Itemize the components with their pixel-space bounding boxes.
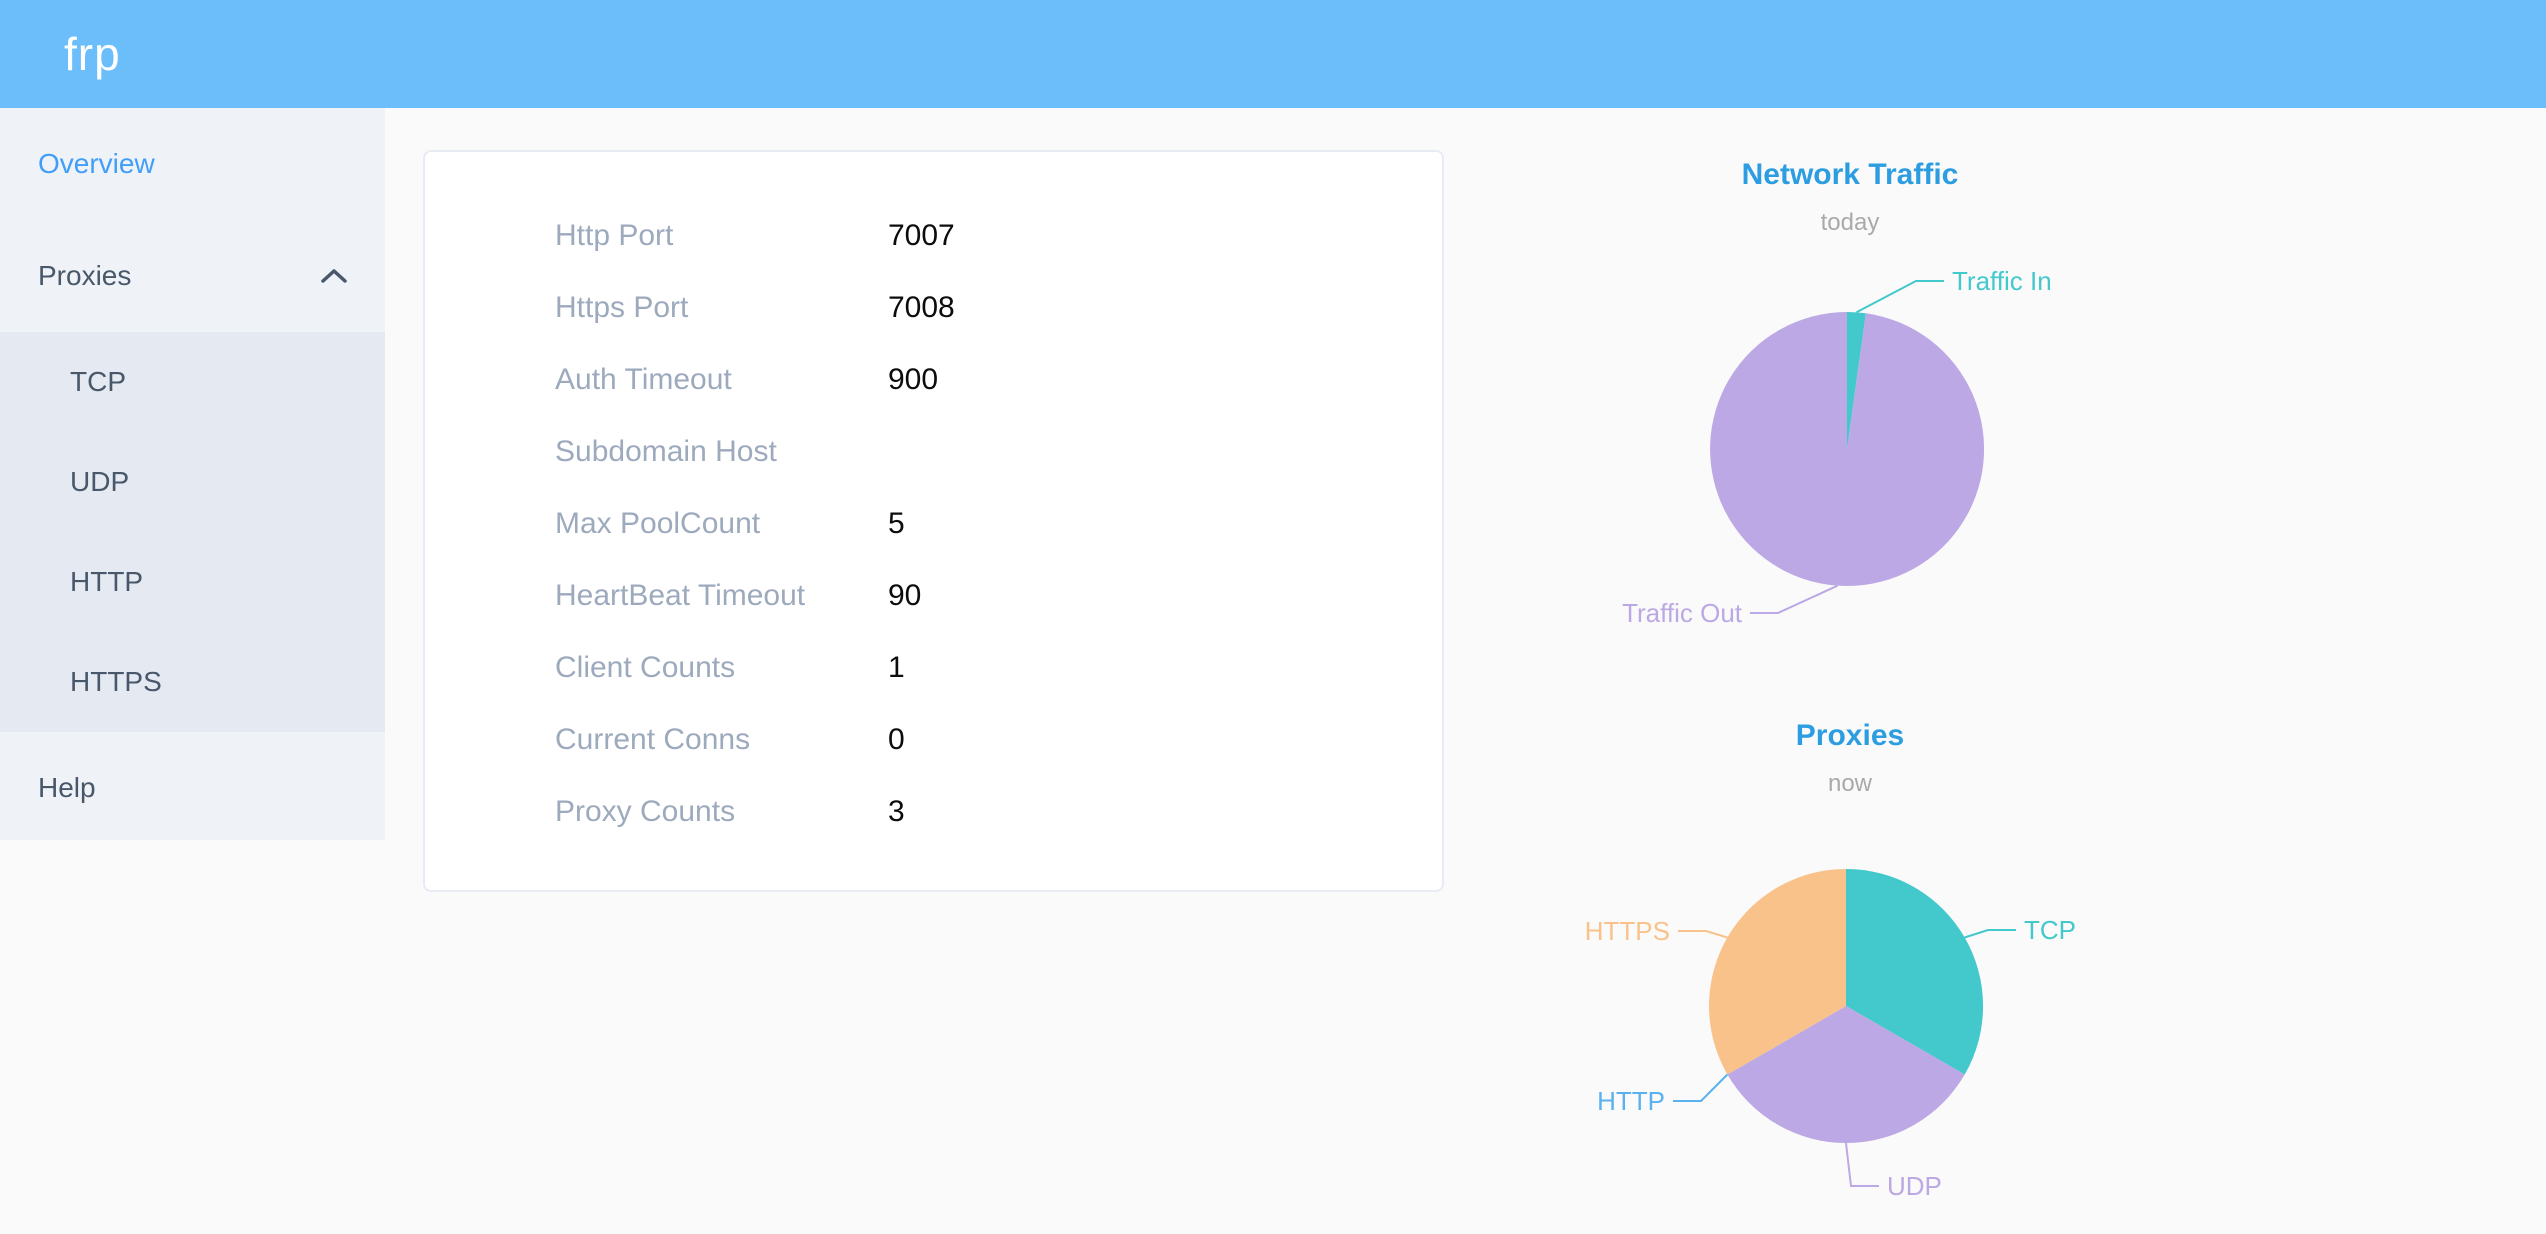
server-info-card: Http Port 7007 Https Port 7008 Auth Time… [423, 150, 1444, 892]
label-line-http [1673, 1073, 1729, 1102]
info-value: 5 [888, 507, 905, 540]
sidebar-item-help[interactable]: Help [0, 732, 385, 844]
info-row: Client Counts 1 [425, 632, 1442, 704]
label-line-https [1678, 930, 1728, 939]
app-logo: frp [64, 28, 121, 80]
label-line-traffic-out [1750, 584, 1838, 614]
sidebar-item-proxies[interactable]: Proxies [0, 220, 385, 332]
info-value: 7008 [888, 291, 955, 324]
pie-slice-https[interactable] [1709, 869, 1846, 1075]
info-value: 90 [888, 579, 922, 612]
pie-slice-tcp[interactable] [1846, 869, 1984, 1075]
info-row: Proxy Counts 3 [425, 776, 1442, 848]
chart-title: Proxies [1795, 719, 1905, 752]
info-value: 0 [888, 723, 905, 756]
sidebar-item-overview[interactable]: Overview [0, 108, 385, 220]
chevron-up-icon [321, 269, 347, 283]
info-row: Subdomain Host [425, 416, 1442, 488]
pie-label-udp: UDP [1887, 1171, 1942, 1201]
info-row: Auth Timeout 900 [425, 344, 1442, 416]
pie-slice-traffic-out[interactable] [1710, 312, 1985, 586]
sidebar-item-label: UDP [70, 466, 130, 497]
sidebar: Overview Proxies TCP UDP HTTP HTTPS Help [0, 108, 385, 840]
info-label: Proxy Counts [555, 795, 736, 828]
chart-title: Network Traffic [1741, 158, 1959, 191]
label-line-traffic-in [1856, 280, 1944, 314]
info-row: Current Conns 0 [425, 704, 1442, 776]
pie-slice-udp[interactable] [1727, 1006, 1965, 1144]
app-header: frp [0, 0, 2546, 108]
pie-label-http: HTTP [1597, 1086, 1665, 1116]
info-row: Http Port 7007 [425, 200, 1442, 272]
sidebar-item-udp[interactable]: UDP [0, 432, 385, 532]
info-label: Client Counts [555, 651, 736, 684]
proxies-pie: TCP UDP HTTP HTTPS [1585, 869, 2076, 1201]
sidebar-item-label: HTTP [70, 566, 144, 597]
info-label: Http Port [555, 219, 674, 252]
network-traffic-chart: Network Traffic today Traffic In Traffic … [1540, 140, 2160, 685]
info-value: 7007 [888, 219, 955, 252]
pie-slice-traffic-in[interactable] [1847, 311, 1866, 449]
proxies-submenu: TCP UDP HTTP HTTPS [0, 332, 385, 732]
proxies-chart: Proxies now TCP UDP HTTP HTTPS [1540, 690, 2160, 1234]
sidebar-item-label: Help [38, 772, 96, 803]
info-label: HeartBeat Timeout [555, 579, 806, 612]
pie-label-tcp: TCP [2024, 915, 2076, 945]
sidebar-item-label: Overview [38, 148, 155, 179]
pie-label-traffic-out: Traffic Out [1622, 598, 1743, 628]
info-label: Max PoolCount [555, 507, 761, 540]
info-label: Https Port [555, 291, 689, 324]
sidebar-item-label: HTTPS [70, 666, 162, 697]
label-line-tcp [1964, 929, 2016, 939]
info-value: 900 [888, 363, 939, 396]
label-line-udp [1845, 1142, 1879, 1187]
info-value: 1 [888, 651, 905, 684]
pie-label-traffic-in: Traffic In [1952, 266, 2052, 296]
info-label: Subdomain Host [555, 435, 777, 468]
info-label: Auth Timeout [555, 363, 732, 396]
network-traffic-pie: Traffic In Traffic Out [1622, 266, 2052, 628]
chart-subtitle: today [1820, 209, 1880, 236]
sidebar-item-http[interactable]: HTTP [0, 532, 385, 632]
sidebar-item-https[interactable]: HTTPS [0, 632, 385, 732]
info-value: 3 [888, 795, 905, 828]
info-row: Https Port 7008 [425, 272, 1442, 344]
sidebar-item-label: TCP [70, 366, 126, 397]
pie-label-https: HTTPS [1585, 916, 1670, 946]
info-label: Current Conns [555, 723, 751, 756]
info-row: Max PoolCount 5 [425, 488, 1442, 560]
info-row: HeartBeat Timeout 90 [425, 560, 1442, 632]
sidebar-item-label: Proxies [38, 260, 132, 291]
chart-subtitle: now [1827, 770, 1873, 797]
sidebar-item-tcp[interactable]: TCP [0, 332, 385, 432]
